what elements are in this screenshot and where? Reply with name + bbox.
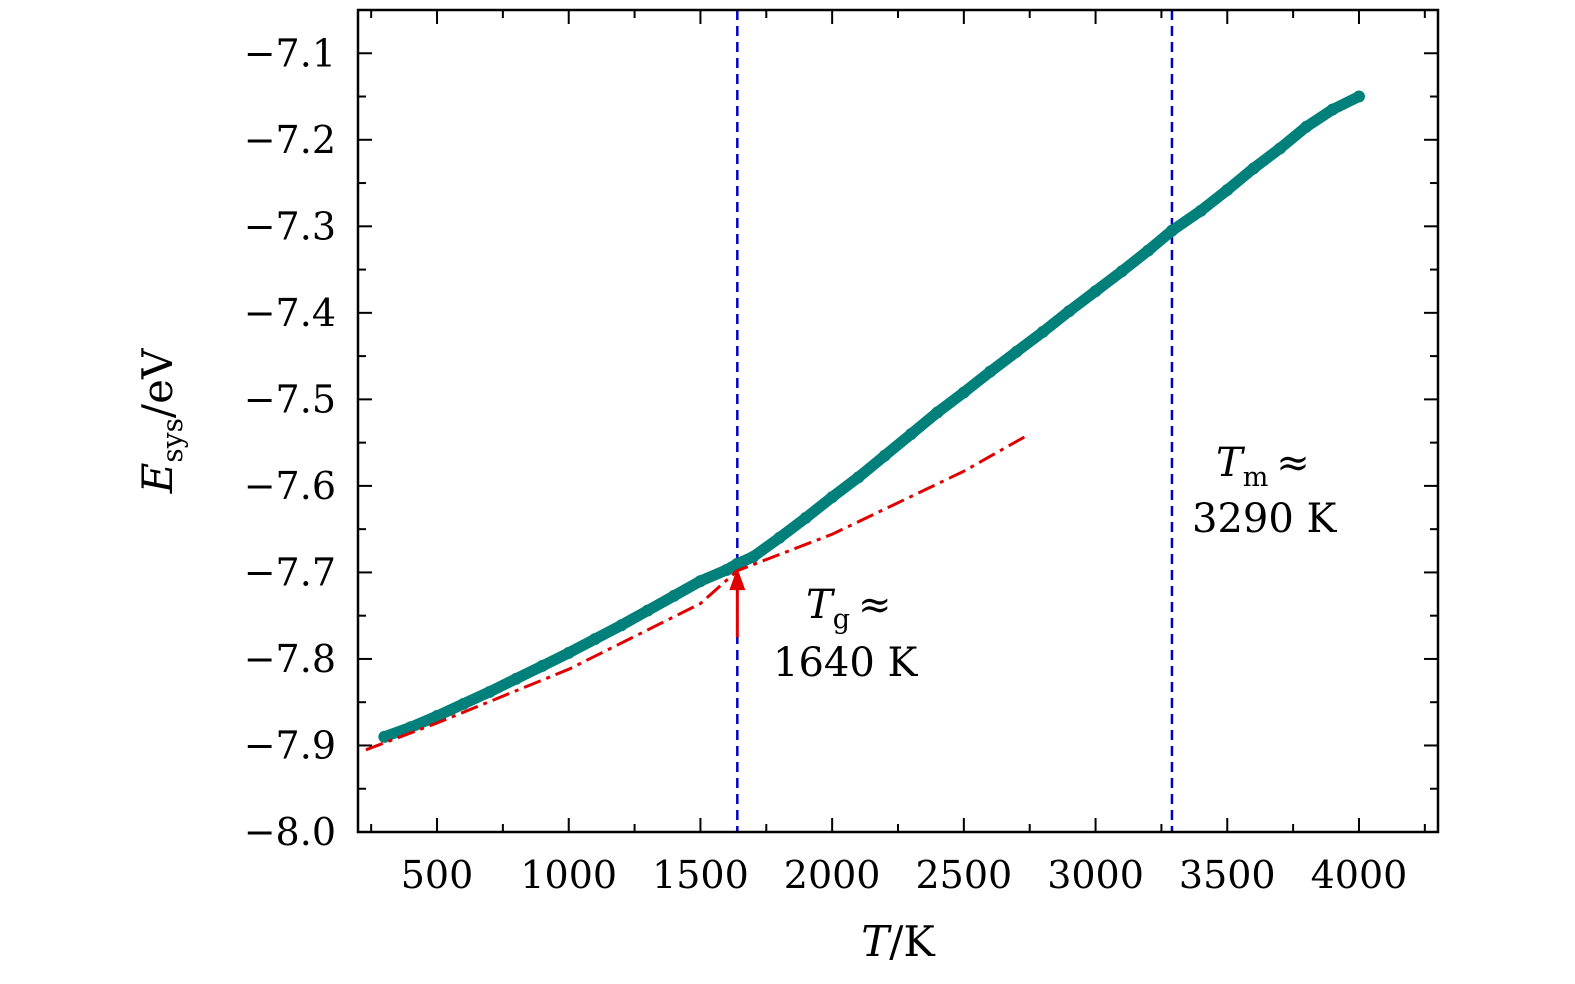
data-point <box>668 589 681 602</box>
data-point <box>431 710 444 723</box>
data-point <box>1036 325 1049 338</box>
data-point <box>1300 120 1313 133</box>
data-point <box>747 550 760 563</box>
data-point <box>826 491 839 504</box>
data-point <box>1165 224 1178 237</box>
x-tick-label: 3500 <box>1179 853 1276 897</box>
y-tick-label: −7.8 <box>244 637 336 681</box>
data-point <box>1089 285 1102 298</box>
y-axis-label-unit: /eV <box>133 348 182 418</box>
tg-symbol: T <box>806 582 836 628</box>
tg-approx: ≈ <box>858 582 892 628</box>
data-point <box>1142 244 1155 257</box>
data-point <box>773 531 786 544</box>
data-point <box>852 471 865 484</box>
data-point <box>1273 142 1286 155</box>
data-point <box>957 386 970 399</box>
tm-annotation-line1: Tm ≈ <box>1216 440 1310 493</box>
x-tick-label: 4000 <box>1311 853 1408 897</box>
plot-frame <box>356 8 1440 834</box>
tg-value: 1640 K <box>773 640 919 686</box>
data-point <box>1010 345 1023 358</box>
tm-symbol: T <box>1216 440 1246 486</box>
data-point <box>799 511 812 524</box>
y-tick-label: −7.5 <box>244 377 336 421</box>
y-axis-label-subscript: sys <box>156 418 189 463</box>
x-tick-label: 2000 <box>784 853 881 897</box>
y-tick-label: −7.4 <box>244 291 336 335</box>
data-point <box>510 672 523 685</box>
x-axis-label-symbol: T <box>861 917 892 966</box>
data-point <box>641 604 654 617</box>
y-tick-label: −8.0 <box>244 810 336 854</box>
data-point <box>1352 90 1365 103</box>
tg-annotation-line1: Tg ≈ <box>806 582 892 635</box>
data-point <box>615 619 628 632</box>
fit-line <box>365 432 1031 752</box>
data-point <box>1115 265 1128 278</box>
data-point <box>562 646 575 659</box>
data-point <box>878 449 891 462</box>
data-point <box>1221 183 1234 196</box>
y-tick-label: −7.7 <box>244 550 336 594</box>
data-point <box>984 365 997 378</box>
data-point <box>536 659 549 672</box>
arrow-head <box>729 568 746 591</box>
plot-layer <box>365 10 1365 832</box>
y-tick-label: −7.9 <box>244 723 336 767</box>
y-tick-label: −7.6 <box>244 464 336 508</box>
data-point <box>483 685 496 698</box>
y-axis-label: Esys/eV <box>133 348 189 494</box>
data-point <box>1063 305 1076 318</box>
y-axis-label-symbol: E <box>133 463 182 495</box>
data-point <box>1326 103 1339 116</box>
tm-subscript: m <box>1243 462 1269 493</box>
data-point <box>731 557 744 570</box>
data-point <box>457 697 470 710</box>
y-tick-label: −7.2 <box>244 118 336 162</box>
x-axis-label-unit: /K <box>889 917 936 966</box>
data-point <box>905 427 918 440</box>
x-tick-label: 1500 <box>652 853 749 897</box>
y-tick-label: −7.3 <box>244 204 336 248</box>
x-tick-label: 2500 <box>915 853 1012 897</box>
data-point <box>589 633 602 646</box>
data-point <box>1194 204 1207 217</box>
x-tick-label: 500 <box>401 853 474 897</box>
ticks-layer: 500 1000 1500 2000 2500 3000 3500 4000 −8.0 −7.9 −… <box>244 10 1438 897</box>
data-point <box>720 563 733 576</box>
x-axis-label: T/K <box>861 917 936 966</box>
tm-approx: ≈ <box>1276 440 1310 486</box>
y-tick-label: −7.1 <box>244 31 336 75</box>
data-point <box>378 730 391 743</box>
tm-value: 3290 K <box>1192 496 1338 542</box>
data-point <box>931 406 944 419</box>
tg-subscript: g <box>833 604 850 635</box>
x-tick-label: 3000 <box>1047 853 1144 897</box>
x-tick-label: 1000 <box>520 853 617 897</box>
data-point <box>1247 162 1260 175</box>
data-point <box>694 575 707 588</box>
